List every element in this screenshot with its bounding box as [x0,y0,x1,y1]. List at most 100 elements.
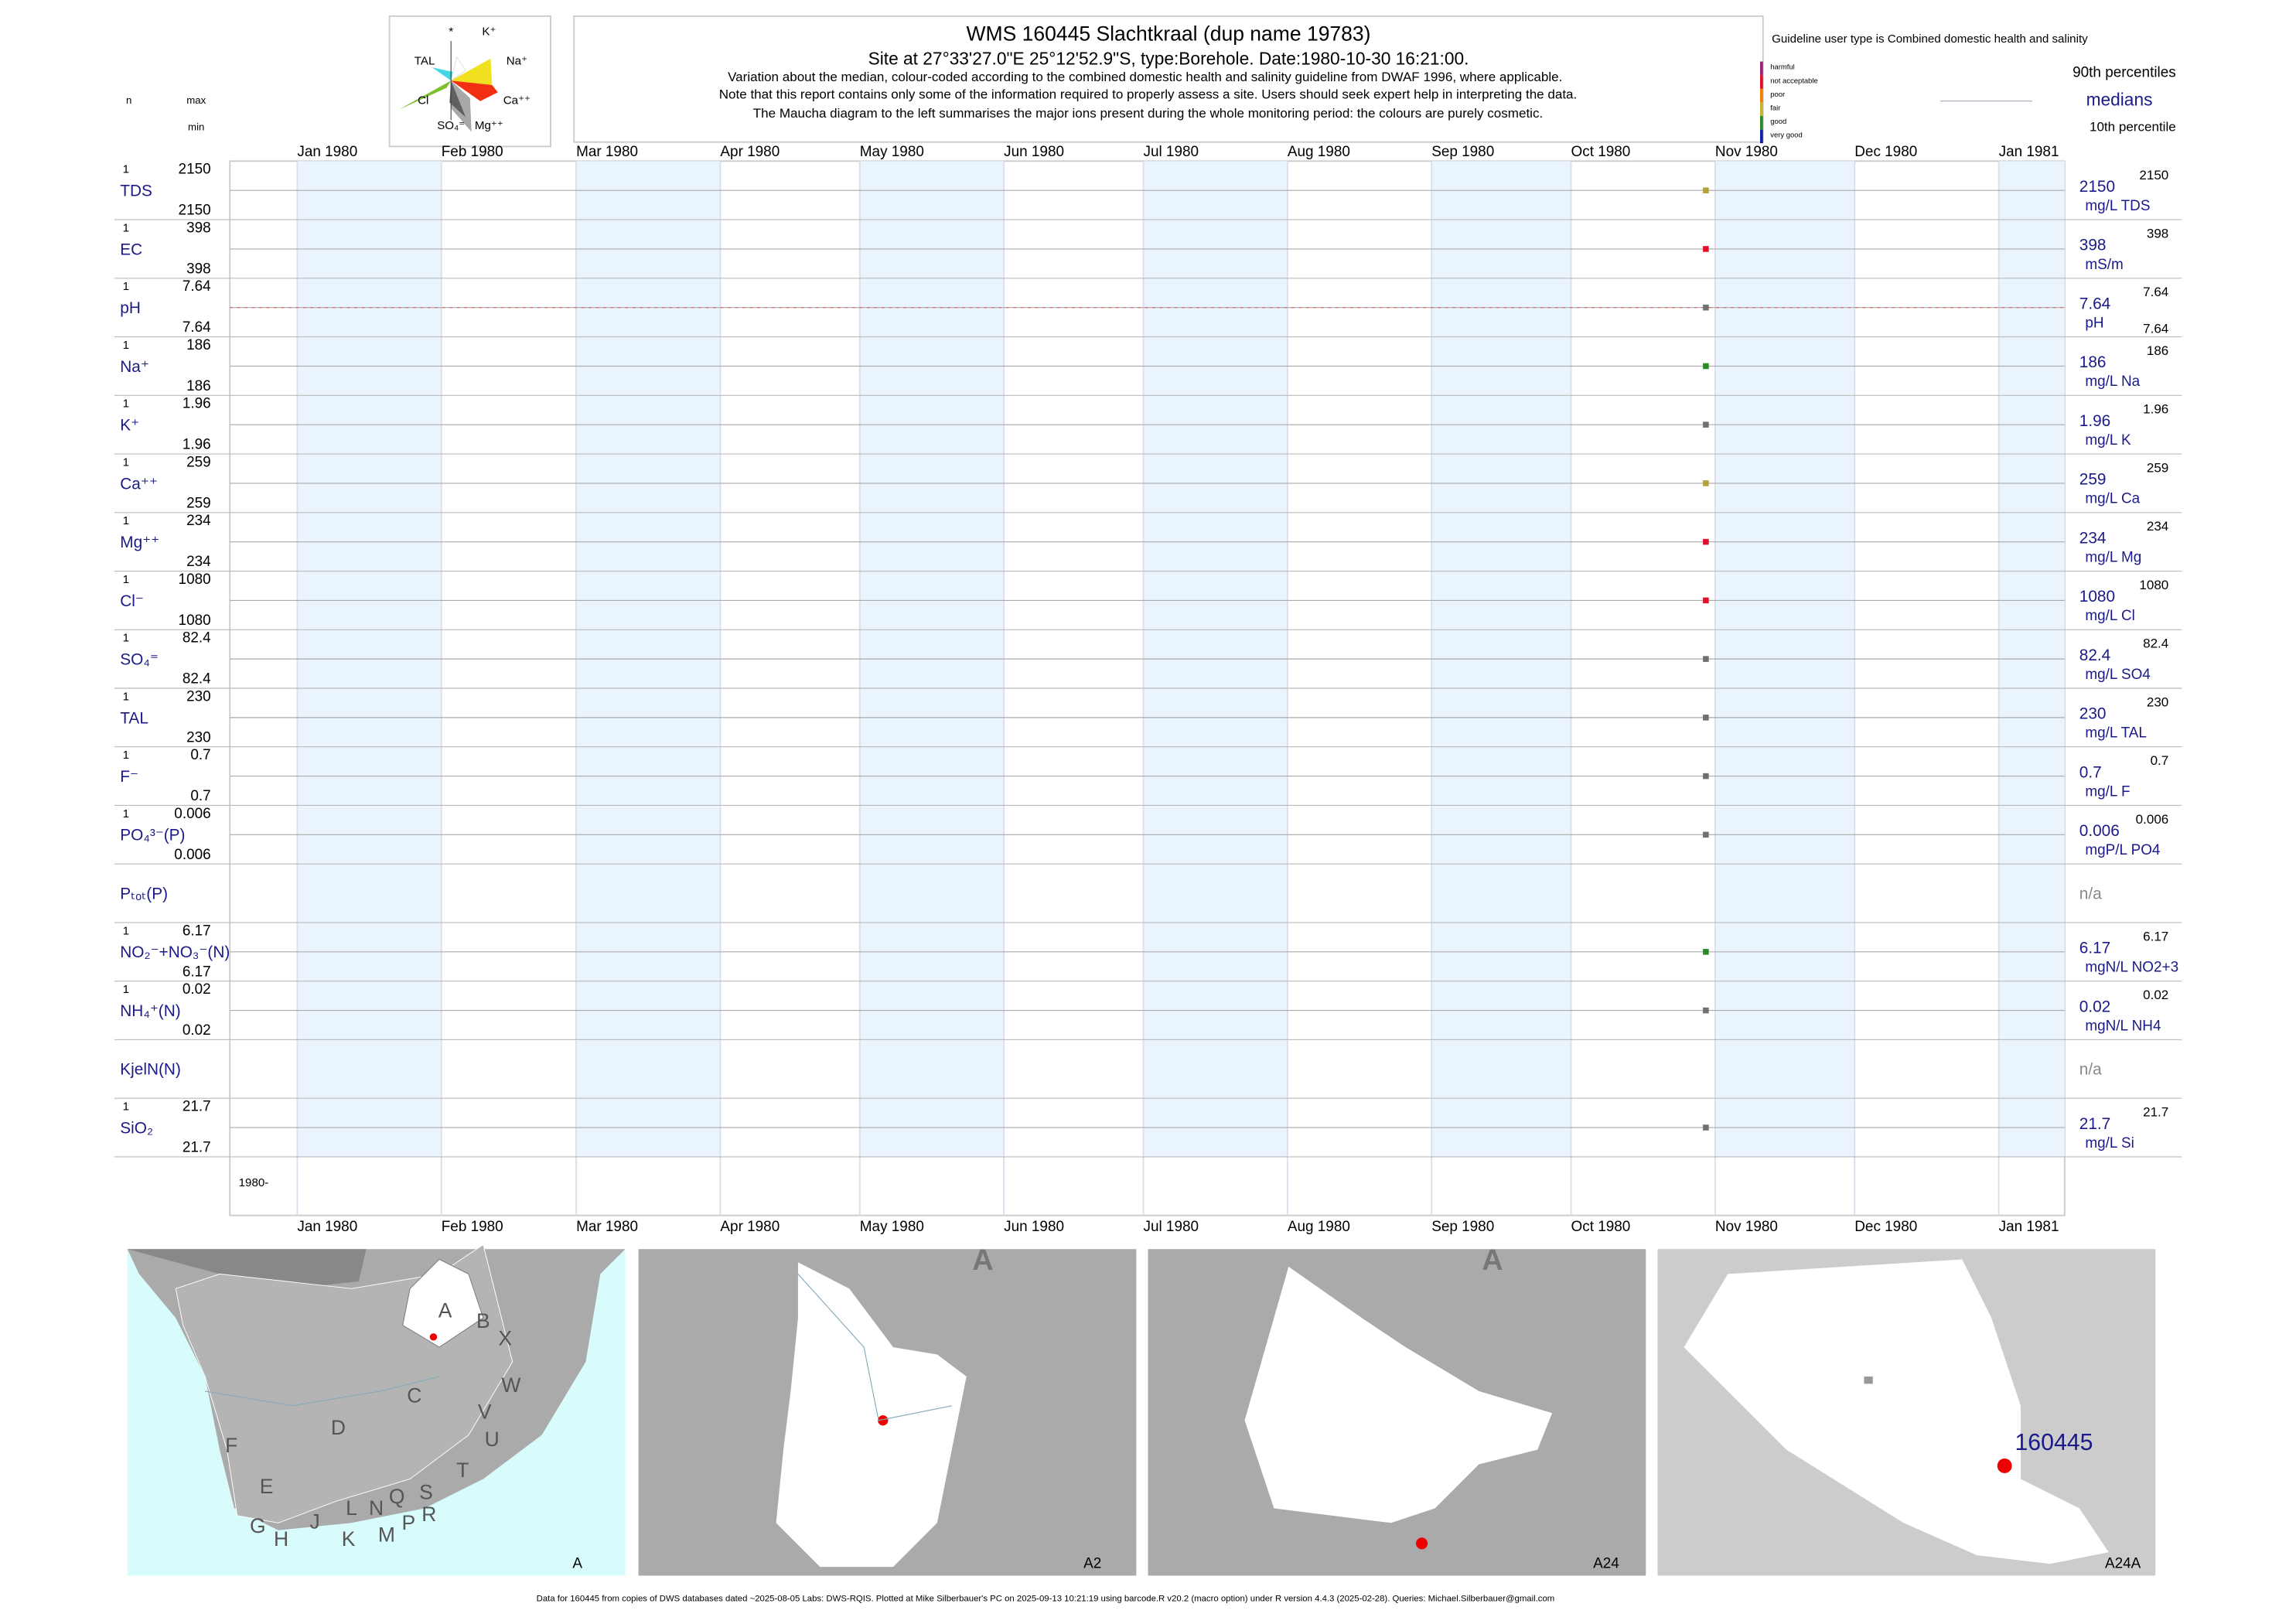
row-median: 234 [2079,529,2107,547]
row-min: 0.006 [174,847,210,863]
guideline-class: fair [1770,104,1780,112]
maucha-label: TAL [415,55,435,68]
region-letter: W [501,1373,520,1397]
row-label: pH [120,299,141,317]
row-n: 1 [123,632,129,645]
row-n: 1 [123,690,129,703]
row-unit: mg/L Cl [2085,608,2135,624]
row-min: 0.02 [183,1022,211,1039]
row-unit: mg/L Na [2085,374,2140,390]
row-max: 234 [186,513,211,529]
guideline-class: harmful [1770,63,1795,72]
month-label: Apr 1980 [720,1219,780,1235]
region-letter: Q [389,1485,405,1508]
month-label: Jan 1980 [297,144,357,160]
median-marker [1703,597,1709,604]
row-p90: 0.006 [2136,812,2169,827]
median-marker [1703,1124,1709,1131]
row-p90: 82.4 [2143,636,2168,651]
row-unit: mgN/L NH4 [2085,1018,2161,1034]
row-label: Na⁺ [120,358,149,376]
row-unit: mg/L TAL [2085,725,2147,742]
row-n: 1 [123,163,129,176]
month-label: Dec 1980 [1854,144,1917,160]
month-label: Feb 1980 [442,1219,503,1235]
row-n: 1 [123,573,129,586]
region-letter: R [421,1503,436,1526]
row-max: 0.006 [174,806,210,822]
row-n: 1 [123,807,129,821]
row-p90: 1080 [2139,578,2168,592]
row-unit: mg/L Si [2085,1135,2134,1151]
map-a [127,1244,626,1576]
month-label: Feb 1980 [442,144,503,160]
row-median: 230 [2079,705,2107,723]
month-label: Dec 1980 [1854,1219,1917,1235]
guideline-class: not acceptable [1770,77,1818,85]
row-p90: 230 [2147,694,2168,709]
row-p90: 0.7 [2151,753,2169,768]
site-info: Site at 27°33'27.0"E 25°12'52.9"S, type:… [868,49,1469,69]
row-label: TAL [120,709,148,727]
note: Variation about the median, colour-coded… [728,70,1562,84]
maucha-label: Ca⁺⁺ [503,94,531,107]
month-label: May 1980 [860,144,924,160]
median-marker [1703,949,1709,955]
row-unit: mgN/L NO2+3 [2085,960,2178,976]
row-min: 6.17 [183,964,211,980]
row-median: 0.006 [2079,822,2120,840]
map-corner-letter: A [972,1244,993,1277]
col-max: max [186,94,206,106]
row-unit: pH [2085,316,2103,332]
maucha-label: Cl [418,94,428,107]
guideline-swatch [1759,102,1763,117]
month-label: Jun 1980 [1004,1219,1064,1235]
row-max: 1080 [179,571,211,588]
row-median: 1.96 [2079,412,2111,430]
row-n: 1 [123,339,129,352]
region-letter: U [485,1428,500,1451]
row-label: Ca⁺⁺ [120,475,158,493]
maucha-label: Na⁺ [507,55,527,68]
row-unit: mg/L K [2085,432,2131,449]
row-median: 2150 [2079,178,2115,196]
row-min: 259 [186,495,211,511]
median-marker [1703,831,1709,838]
row-median: 6.17 [2079,940,2111,957]
row-p90: 21.7 [2143,1105,2168,1120]
row-max: 230 [186,688,211,705]
row-unit: mg/L F [2085,783,2130,800]
row-max: 398 [186,220,211,236]
footer: Data for 160445 from copies of DWS datab… [537,1595,1555,1604]
maucha-diagram [398,41,498,132]
row-median: 259 [2079,471,2107,489]
median-marker [1703,246,1709,252]
row-min: 0.7 [190,788,210,804]
month-label: Mar 1980 [576,144,638,160]
row-p90: 398 [2147,227,2168,241]
month-label: May 1980 [860,1219,924,1235]
row-n: 1 [123,455,129,469]
row-unit: mg/L Ca [2085,491,2140,507]
row-median: 7.64 [2079,295,2111,312]
median-marker [1703,773,1709,780]
month-label: Nov 1980 [1715,1219,1778,1235]
row-min: 1.96 [183,437,211,453]
row-min: 1080 [179,612,211,629]
row-max: 259 [186,454,211,470]
row-median: 0.7 [2079,763,2102,781]
month-label: Jun 1980 [1004,144,1064,160]
row-p90: 1.96 [2143,402,2168,417]
guideline-swatch [1759,75,1763,89]
row-n: 1 [123,1100,129,1114]
region-letter: P [401,1511,415,1534]
month-label: Jan 1981 [1999,1219,2059,1235]
map-label: A2 [1083,1555,1101,1571]
row-max: 82.4 [183,630,211,647]
row-min: 82.4 [183,671,211,687]
region-letter: M [378,1523,395,1546]
month-label: Oct 1980 [1571,1219,1631,1235]
row-n: 1 [123,749,129,762]
region-letter: T [456,1459,469,1482]
region-letter: E [260,1475,274,1498]
